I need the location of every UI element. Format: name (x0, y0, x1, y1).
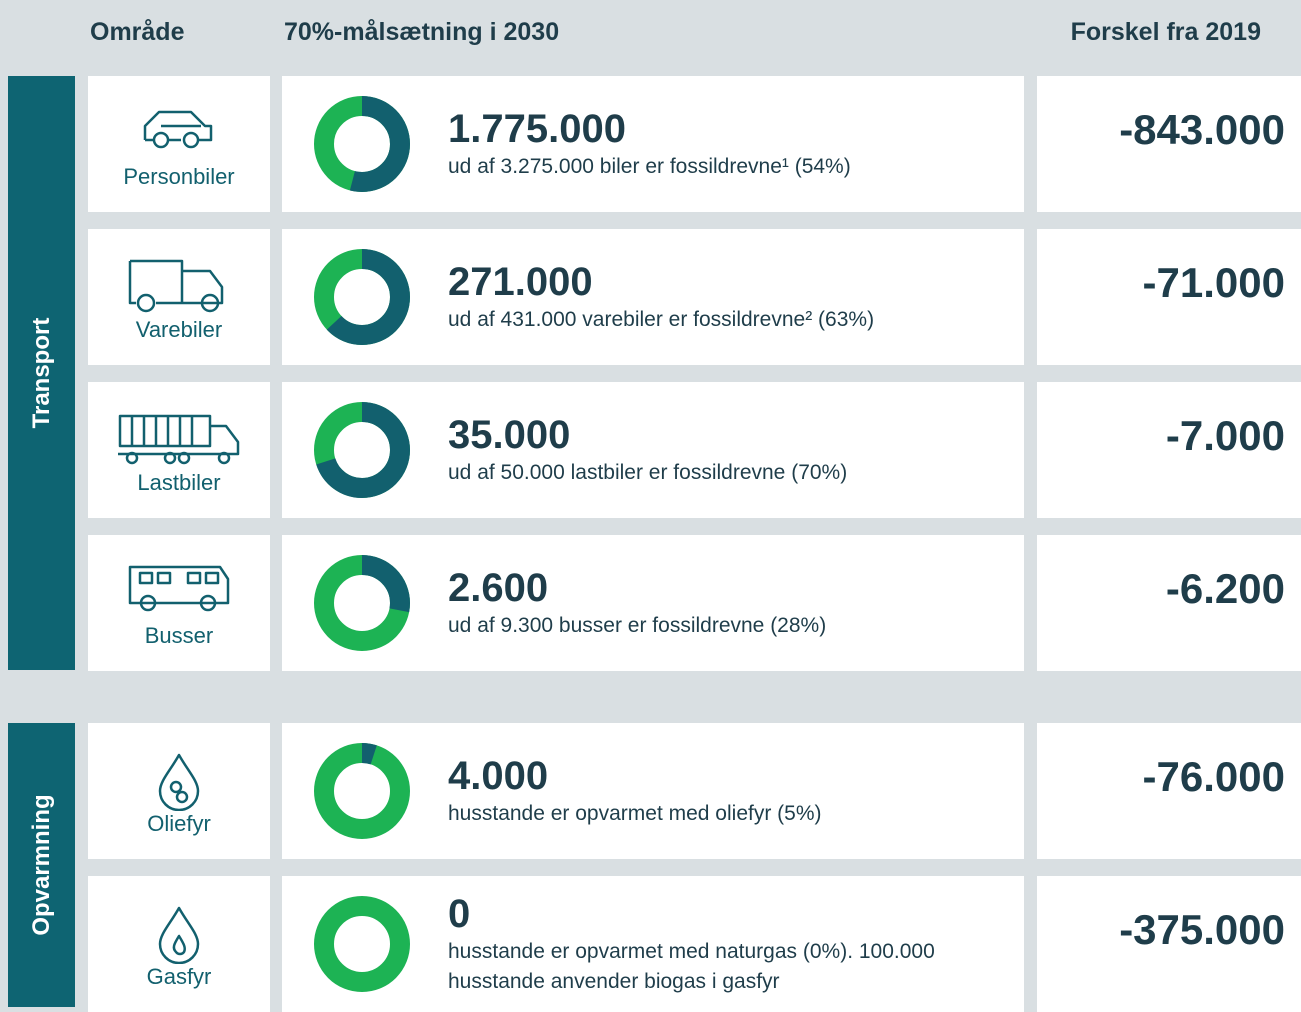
target-description: ud af 431.000 varebiler er fossildrevne²… (448, 308, 875, 331)
target-cell: 1.775.000 ud af 3.275.000 biler er fossil… (282, 76, 1024, 212)
area-label: Oliefyr (147, 811, 211, 836)
target-number: 0 (448, 892, 471, 936)
diff-cell: -76.000 (1037, 723, 1301, 859)
target-description: ud af 3.275.000 biler er fossildrevne¹ (… (448, 155, 851, 178)
diff-cell: -843.000 (1037, 76, 1301, 212)
donut (314, 555, 410, 651)
target-cell: 0 husstande er opvarmet med naturgas (0%)… (282, 876, 1024, 1012)
area-label: Gasfyr (146, 964, 212, 989)
group-bar: Transport (8, 76, 75, 670)
diff-value: -843.000 (1119, 106, 1285, 153)
target-description: ud af 9.300 busser er fossildrevne (28%) (448, 614, 827, 637)
target-text: 35.000 ud af 50.000 lastbiler er fossildr… (448, 382, 1008, 518)
diff-value: -71.000 (1142, 259, 1285, 306)
area-label: Lastbiler (137, 470, 221, 495)
donut (314, 402, 410, 498)
diff-value: -6.200 (1165, 565, 1285, 612)
donut-rest (314, 743, 410, 839)
donut-share (314, 249, 410, 345)
diff-cell: -375.000 (1037, 876, 1301, 1012)
diff-cell: -71.000 (1037, 229, 1301, 365)
target-text: 271.000 ud af 431.000 varebiler er fossil… (448, 229, 1008, 365)
donut-rest (314, 896, 410, 992)
donut-share (314, 402, 410, 498)
header-area: Område (90, 18, 185, 46)
group-name: Opvarmning (27, 794, 55, 936)
diff-cell: -6.200 (1037, 535, 1301, 671)
target-number: 271.000 (448, 260, 593, 304)
diff-value: -7.000 (1165, 412, 1285, 459)
icon (154, 904, 204, 969)
header-target: 70%-målsætning i 2030 (284, 18, 560, 46)
donut-share (314, 555, 410, 651)
area-cell: Gasfyr (88, 876, 270, 1012)
area-label: Varebiler (135, 317, 223, 342)
donut (314, 96, 410, 192)
donut (314, 896, 410, 992)
area-cell: Personbiler (88, 76, 270, 212)
target-cell: 35.000 ud af 50.000 lastbiler er fossildr… (282, 382, 1024, 518)
target-cell: 4.000 husstande er opvarmet med oliefyr (… (282, 723, 1024, 859)
target-text: 4.000 husstande er opvarmet med oliefyr (… (448, 723, 1008, 859)
area-label: Personbiler (123, 164, 235, 189)
group-name: Transport (27, 317, 55, 429)
diff-value: -375.000 (1119, 906, 1285, 953)
area-cell: Varebiler (88, 229, 270, 365)
area-cell: Busser (88, 535, 270, 671)
diff-value: -76.000 (1142, 753, 1285, 800)
target-number: 1.775.000 (448, 107, 626, 151)
target-text: 2.600 ud af 9.300 busser er fossildrevne … (448, 535, 1008, 671)
target-description: husstande er opvarmet med naturgas (0%).… (448, 940, 935, 993)
target-cell: 271.000 ud af 431.000 varebiler er fossil… (282, 229, 1024, 365)
donut-share (314, 96, 410, 192)
target-description: husstande er opvarmet med oliefyr (5%) (448, 802, 822, 825)
icon (139, 104, 219, 159)
donut-share (314, 743, 410, 839)
target-text: 1.775.000 ud af 3.275.000 biler er fossil… (448, 76, 1008, 212)
group-bar: Opvarmning (8, 723, 75, 1007)
icon (114, 410, 244, 471)
target-description: ud af 50.000 lastbiler er fossildrevne (… (448, 461, 848, 484)
icon (124, 257, 234, 318)
target-text: 0 husstande er opvarmet med naturgas (0%)… (448, 876, 1008, 1012)
icon (124, 563, 234, 618)
area-cell: Oliefyr (88, 723, 270, 859)
donut (314, 249, 410, 345)
icon (154, 751, 204, 816)
area-cell: Lastbiler (88, 382, 270, 518)
target-number: 35.000 (448, 413, 571, 457)
header-diff: Forskel fra 2019 (1070, 18, 1261, 46)
target-cell: 2.600 ud af 9.300 busser er fossildrevne … (282, 535, 1024, 671)
area-label: Busser (144, 623, 214, 648)
target-number: 4.000 (448, 754, 549, 798)
donut (314, 743, 410, 839)
diff-cell: -7.000 (1037, 382, 1301, 518)
target-number: 2.600 (448, 566, 549, 610)
